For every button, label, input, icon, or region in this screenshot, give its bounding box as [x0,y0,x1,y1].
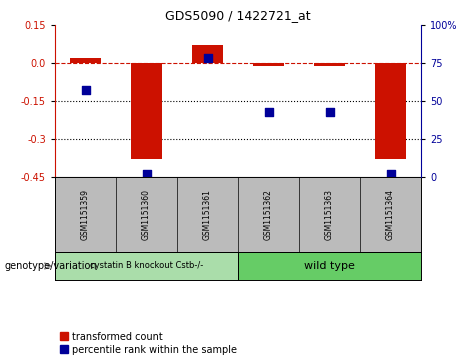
Point [82,87,89,93]
Text: genotype/variation: genotype/variation [5,261,97,271]
Bar [238,252,421,280]
Text: wild type: wild type [304,261,355,271]
Legend: transformed count, percentile rank within the sample: transformed count, percentile rank withi… [60,331,236,355]
Bar [131,63,162,159]
Text: GSM1151363: GSM1151363 [325,189,334,240]
Point [326,109,333,115]
Text: cystatin B knockout Cstb-/-: cystatin B knockout Cstb-/- [90,261,203,270]
Bar [192,45,223,63]
Point [387,171,394,177]
Bar [55,252,238,280]
Point [204,56,211,61]
Title: GDS5090 / 1422721_at: GDS5090 / 1422721_at [165,9,311,23]
Point [143,171,150,177]
Text: GSM1151359: GSM1151359 [81,189,90,240]
Text: GSM1151361: GSM1151361 [203,189,212,240]
Point [265,109,272,115]
Bar [253,63,284,66]
Text: GSM1151364: GSM1151364 [386,189,395,240]
Bar [314,63,345,66]
Bar [70,58,101,63]
Text: GSM1151360: GSM1151360 [142,189,151,240]
Bar [375,63,406,159]
Text: GSM1151362: GSM1151362 [264,189,273,240]
